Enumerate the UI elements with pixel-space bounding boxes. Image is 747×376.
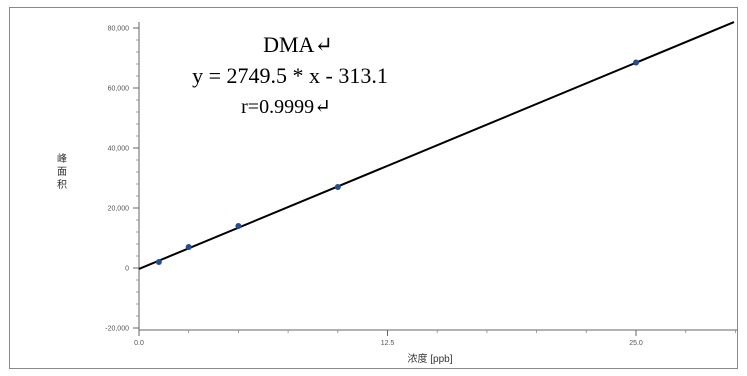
y-axis-title: 峰面积 <box>57 153 67 191</box>
x-axis-ticks: 0.0 12.5 25.0 <box>134 330 736 347</box>
data-point <box>235 223 242 229</box>
y-tick-label: 60,000 <box>108 86 130 93</box>
data-points <box>155 59 639 265</box>
x-tick-label: 12.5 <box>381 340 395 347</box>
x-axis-title: 浓度 [ppb] <box>407 352 452 365</box>
y-tick-label: 40,000 <box>108 146 130 153</box>
y-axis-ticks: -20,000 0 20,000 40,000 60,000 80,000 <box>105 26 139 333</box>
regression-line <box>138 21 735 270</box>
y-tick-label: 20,000 <box>108 206 130 213</box>
chart-border <box>9 7 738 369</box>
x-tick-label: 25.0 <box>629 340 643 347</box>
y-axis-title-char: 峰 <box>57 153 67 165</box>
chart-title: DMA↵ <box>263 32 333 57</box>
regression-equation: y = 2749.5 * x - 313.1 <box>192 63 388 88</box>
y-tick-label: 0 <box>125 266 129 273</box>
x-tick-label: 0.0 <box>134 340 144 347</box>
y-tick-label: 80,000 <box>108 26 130 33</box>
data-point <box>334 184 341 190</box>
data-point <box>185 244 192 250</box>
y-axis-title-char: 面 <box>57 167 67 178</box>
correlation-coefficient: r=0.9999↵ <box>241 96 331 118</box>
y-tick-label: -20,000 <box>105 326 129 333</box>
data-point <box>633 59 639 66</box>
data-point <box>155 259 162 265</box>
y-axis-title-char: 积 <box>57 179 67 191</box>
